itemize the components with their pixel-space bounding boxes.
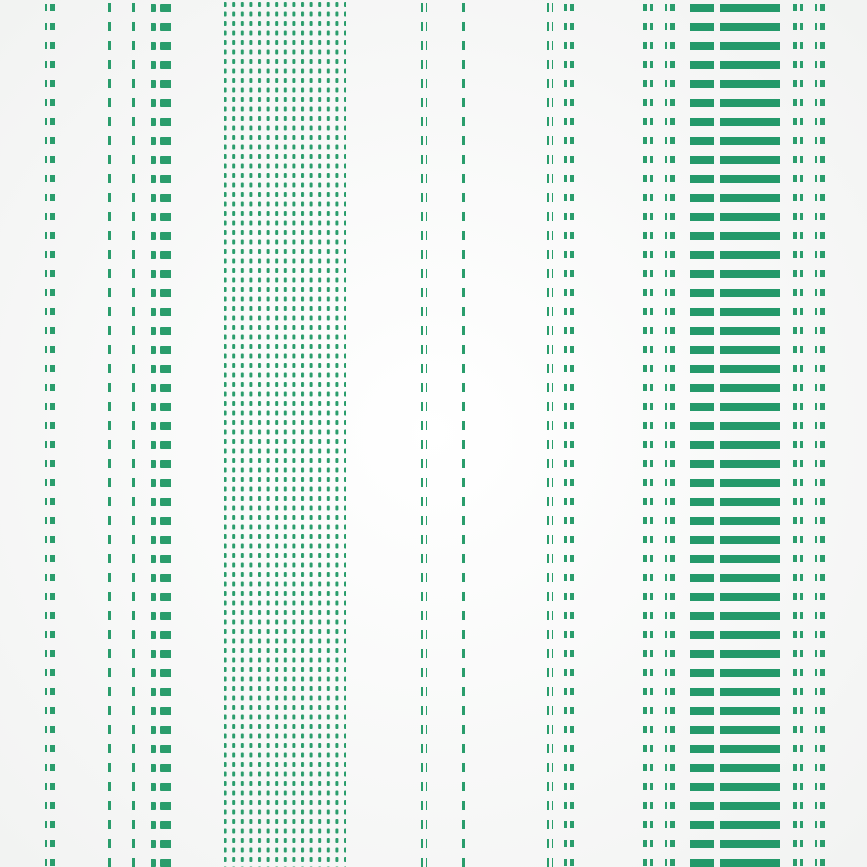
stripe (460, 0, 466, 867)
stripe (793, 0, 803, 867)
stripe (547, 0, 553, 867)
dot-band (224, 0, 346, 867)
stripe (665, 0, 675, 867)
bar-band (690, 0, 780, 867)
stripe (815, 0, 825, 867)
stripe (45, 0, 55, 867)
stripe (129, 0, 135, 867)
stripe (421, 0, 427, 867)
stripe (643, 0, 653, 867)
stripe (564, 0, 574, 867)
stripe (151, 0, 171, 867)
stripe (105, 0, 111, 867)
